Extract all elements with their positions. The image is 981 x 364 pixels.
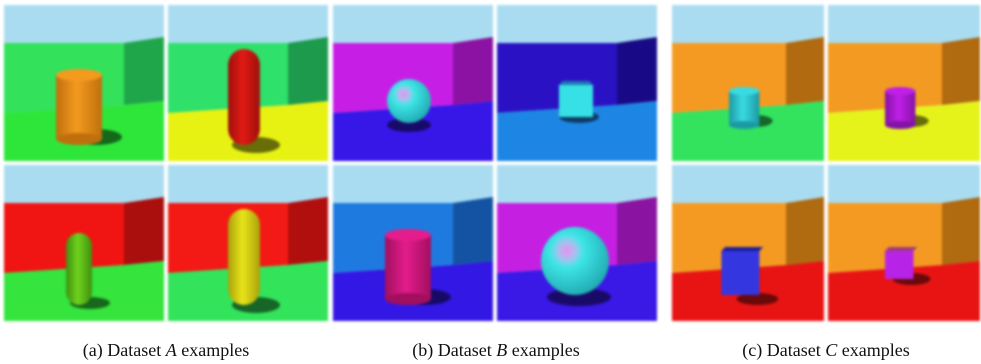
object-cube-small <box>885 247 931 285</box>
object-capsule <box>228 209 280 313</box>
scene-image <box>4 165 164 321</box>
side-wall <box>453 37 493 105</box>
side-wall <box>288 37 328 105</box>
object-cylinder <box>56 69 122 145</box>
side-wall <box>288 197 328 265</box>
image-grid-b <box>333 5 657 321</box>
caption-prefix: (c) Dataset <box>742 340 826 360</box>
side-wall <box>617 197 657 265</box>
scene-image <box>4 5 164 161</box>
object-cube-dark <box>721 247 779 305</box>
caption-var: A <box>165 340 177 360</box>
caption-prefix: (a) Dataset <box>82 340 166 360</box>
caption-prefix: (b) Dataset <box>412 340 497 360</box>
scene-image <box>497 5 657 161</box>
side-wall <box>453 197 493 265</box>
side-wall <box>942 37 980 105</box>
scene-image <box>168 165 328 321</box>
caption-suffix: examples <box>837 340 910 360</box>
caption-suffix: examples <box>176 340 250 360</box>
back-wall <box>4 203 124 273</box>
side-wall <box>942 197 980 265</box>
scene-image <box>333 165 493 321</box>
object-capsule <box>228 49 280 153</box>
panel-dataset-c <box>672 5 980 321</box>
object-sphere-big <box>541 227 611 306</box>
floor <box>828 101 980 161</box>
caption-dataset-c: (c) Dataset C examples <box>742 340 909 361</box>
shadow <box>736 293 779 305</box>
scene-image <box>672 5 824 161</box>
object-capsule-small <box>66 233 110 309</box>
scene-image <box>828 165 980 321</box>
scene-image <box>828 5 980 161</box>
floor <box>672 101 824 161</box>
scene-image <box>333 5 493 161</box>
floor <box>497 101 657 161</box>
side-wall <box>617 37 657 105</box>
caption-dataset-a: (a) Dataset A examples <box>83 340 249 361</box>
floor <box>828 261 980 321</box>
object-cube <box>559 81 599 123</box>
caption-var: C <box>825 340 838 360</box>
image-grid-c <box>672 5 980 321</box>
side-wall <box>786 37 824 105</box>
side-wall <box>124 197 164 265</box>
back-wall <box>497 43 617 113</box>
scene-image <box>168 5 328 161</box>
object-cylinder-small <box>885 87 929 129</box>
object-sphere <box>387 79 431 132</box>
caption-var: B <box>496 340 508 360</box>
object-cylinder-small <box>729 87 773 129</box>
side-wall <box>786 197 824 265</box>
image-grid-a <box>4 5 328 321</box>
panel-dataset-a <box>4 5 328 321</box>
caption-suffix: examples <box>507 340 580 360</box>
side-wall <box>124 37 164 105</box>
panel-dataset-b <box>333 5 657 321</box>
scene-image <box>497 165 657 321</box>
scene-image <box>672 165 824 321</box>
shadow <box>387 118 431 132</box>
caption-dataset-b: (b) Dataset B examples <box>412 340 579 361</box>
object-cylinder <box>385 229 451 305</box>
